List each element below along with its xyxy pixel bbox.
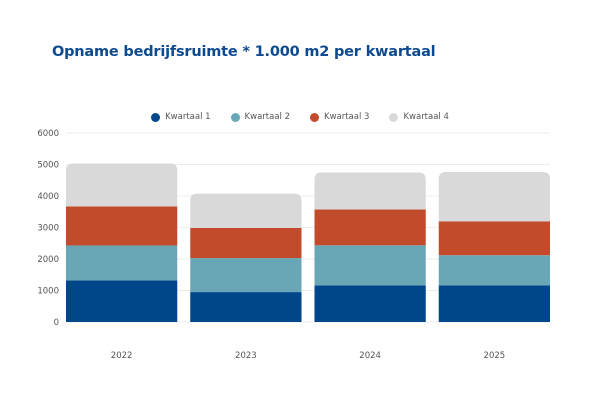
bar-2023-kwartaal-4[interactable] bbox=[190, 193, 302, 228]
bar-2022-kwartaal-4[interactable] bbox=[66, 163, 178, 207]
bar-2022-kwartaal-3[interactable] bbox=[66, 206, 178, 246]
x-tick-label: 2025 bbox=[484, 351, 506, 361]
bar-2024-kwartaal-3[interactable] bbox=[314, 209, 426, 246]
x-tick-label: 2022 bbox=[111, 351, 133, 361]
legend-item-3[interactable]: Kwartaal 3 bbox=[310, 112, 369, 122]
y-tick-label: 4000 bbox=[37, 192, 59, 202]
y-tick-label: 5000 bbox=[37, 161, 59, 171]
y-tick-label: 2000 bbox=[37, 255, 59, 265]
y-tick-label: 3000 bbox=[37, 224, 59, 234]
legend-item-4[interactable]: Kwartaal 4 bbox=[389, 112, 449, 122]
x-tick-label: 2023 bbox=[235, 351, 257, 361]
legend-item-1[interactable]: Kwartaal 1 bbox=[151, 112, 211, 122]
y-tick-label: 6000 bbox=[37, 129, 59, 139]
bar-2025-kwartaal-1[interactable] bbox=[438, 285, 550, 322]
legend-label: Kwartaal 4 bbox=[403, 112, 449, 122]
y-tick-label: 1000 bbox=[37, 287, 59, 297]
legend-label: Kwartaal 1 bbox=[165, 112, 211, 122]
legend-swatch bbox=[151, 112, 161, 122]
bar-2025-kwartaal-4[interactable] bbox=[438, 172, 550, 222]
legend-swatch bbox=[230, 112, 240, 122]
chart-title: Opname bedrijfsruimte * 1.000 m2 per kwa… bbox=[52, 44, 436, 60]
legend-swatch bbox=[310, 112, 319, 122]
legend-label: Kwartaal 2 bbox=[244, 112, 290, 122]
bar-2023-kwartaal-2[interactable] bbox=[190, 258, 302, 293]
legend-item-2[interactable]: Kwartaal 2 bbox=[230, 112, 290, 122]
bar-2024-kwartaal-2[interactable] bbox=[314, 245, 426, 286]
bar-2025-kwartaal-2[interactable] bbox=[438, 255, 550, 286]
legend: Kwartaal 1 Kwartaal 2 Kwartaal 3 Kwartaal 4 bbox=[0, 112, 600, 122]
bar-2022-kwartaal-2[interactable] bbox=[66, 245, 178, 281]
bar-2023-kwartaal-3[interactable] bbox=[190, 227, 302, 259]
legend-label: Kwartaal 3 bbox=[324, 112, 370, 122]
bar-2022-kwartaal-1[interactable] bbox=[66, 280, 178, 322]
bar-2023-kwartaal-1[interactable] bbox=[190, 292, 302, 322]
y-tick-label: 0 bbox=[54, 318, 59, 328]
bar-2024-kwartaal-1[interactable] bbox=[314, 285, 426, 322]
bar-2025-kwartaal-3[interactable] bbox=[438, 221, 550, 256]
legend-swatch bbox=[389, 112, 399, 122]
bar-2024-kwartaal-4[interactable] bbox=[314, 172, 426, 210]
x-tick-label: 2024 bbox=[359, 351, 381, 361]
